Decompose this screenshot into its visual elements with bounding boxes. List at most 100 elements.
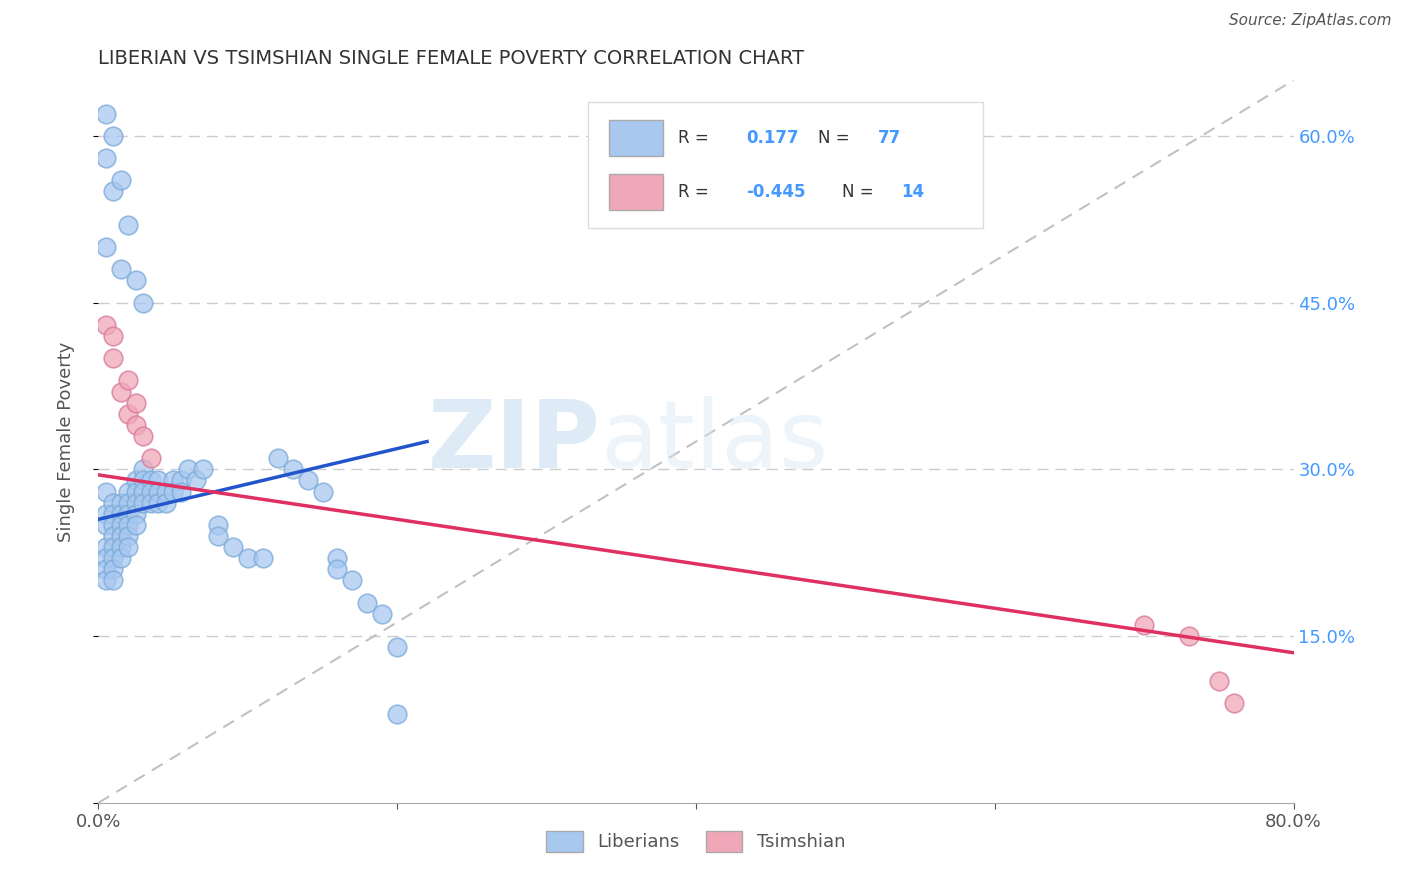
- Point: [94, 484, 117, 499]
- Point: [191, 462, 214, 476]
- Point: [1133, 618, 1156, 632]
- Point: [155, 496, 177, 510]
- Point: [103, 351, 125, 366]
- Point: [342, 574, 364, 588]
- Point: [125, 507, 148, 521]
- Text: 77: 77: [877, 129, 901, 147]
- Point: [132, 429, 155, 443]
- Point: [110, 540, 132, 554]
- Point: [94, 106, 117, 120]
- Point: [110, 551, 132, 566]
- Point: [1208, 673, 1230, 688]
- Point: [94, 540, 117, 554]
- Point: [117, 496, 139, 510]
- Point: [148, 484, 170, 499]
- Text: N =: N =: [818, 129, 849, 147]
- Point: [125, 395, 148, 409]
- Point: [184, 474, 207, 488]
- Text: Source: ZipAtlas.com: Source: ZipAtlas.com: [1229, 13, 1392, 29]
- FancyBboxPatch shape: [609, 174, 662, 211]
- Text: R =: R =: [678, 183, 709, 202]
- Point: [94, 151, 117, 165]
- Point: [125, 517, 148, 532]
- Point: [371, 607, 394, 621]
- Point: [94, 574, 117, 588]
- Text: R =: R =: [678, 129, 709, 147]
- Point: [103, 551, 125, 566]
- Point: [110, 529, 132, 543]
- Point: [94, 562, 117, 576]
- Point: [94, 507, 117, 521]
- Point: [139, 484, 162, 499]
- Point: [297, 474, 319, 488]
- Point: [125, 417, 148, 432]
- Point: [155, 484, 177, 499]
- Point: [139, 496, 162, 510]
- Text: N =: N =: [842, 183, 873, 202]
- Text: 0.177: 0.177: [747, 129, 799, 147]
- Point: [356, 596, 378, 610]
- Text: ZIP: ZIP: [427, 395, 600, 488]
- Point: [222, 540, 245, 554]
- Point: [207, 529, 229, 543]
- Point: [117, 407, 139, 421]
- Point: [162, 484, 184, 499]
- Point: [326, 551, 349, 566]
- Point: [117, 540, 139, 554]
- Point: [125, 273, 148, 287]
- Point: [103, 128, 125, 143]
- Point: [139, 474, 162, 488]
- Text: LIBERIAN VS TSIMSHIAN SINGLE FEMALE POVERTY CORRELATION CHART: LIBERIAN VS TSIMSHIAN SINGLE FEMALE POVE…: [98, 48, 804, 68]
- Point: [1223, 696, 1246, 710]
- Point: [117, 373, 139, 387]
- Point: [132, 474, 155, 488]
- Point: [103, 517, 125, 532]
- Point: [110, 517, 132, 532]
- Point: [94, 517, 117, 532]
- Point: [103, 529, 125, 543]
- Point: [162, 474, 184, 488]
- Text: -0.445: -0.445: [747, 183, 806, 202]
- Y-axis label: Single Female Poverty: Single Female Poverty: [56, 342, 75, 541]
- Point: [103, 329, 125, 343]
- Point: [117, 218, 139, 232]
- Point: [385, 706, 409, 721]
- Point: [117, 507, 139, 521]
- Point: [110, 507, 132, 521]
- Point: [132, 484, 155, 499]
- Point: [267, 451, 290, 466]
- Point: [132, 496, 155, 510]
- Point: [103, 507, 125, 521]
- Point: [110, 496, 132, 510]
- Point: [94, 240, 117, 254]
- FancyBboxPatch shape: [609, 120, 662, 156]
- Point: [139, 451, 162, 466]
- Point: [148, 474, 170, 488]
- Text: 14: 14: [901, 183, 925, 202]
- Point: [169, 484, 191, 499]
- Point: [125, 496, 148, 510]
- Point: [148, 496, 170, 510]
- Point: [117, 529, 139, 543]
- Point: [103, 574, 125, 588]
- Point: [125, 474, 148, 488]
- Point: [103, 185, 125, 199]
- Point: [311, 484, 333, 499]
- Point: [177, 462, 200, 476]
- Point: [117, 517, 139, 532]
- Point: [103, 562, 125, 576]
- Point: [103, 540, 125, 554]
- Point: [125, 484, 148, 499]
- Legend: Liberians, Tsimshian: Liberians, Tsimshian: [540, 823, 852, 859]
- Point: [132, 462, 155, 476]
- Point: [207, 517, 229, 532]
- Point: [1178, 629, 1201, 643]
- Point: [252, 551, 274, 566]
- Text: atlas: atlas: [600, 395, 828, 488]
- Point: [110, 173, 132, 187]
- Point: [132, 295, 155, 310]
- Point: [385, 640, 409, 655]
- Point: [117, 484, 139, 499]
- Point: [110, 384, 132, 399]
- Point: [94, 318, 117, 332]
